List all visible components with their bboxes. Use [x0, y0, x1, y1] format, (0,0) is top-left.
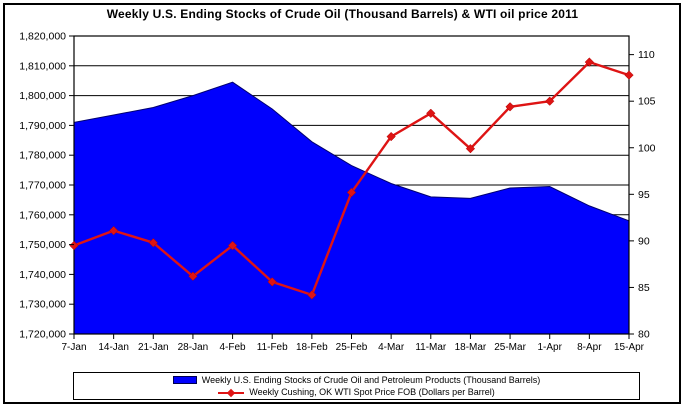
left-axis-label: 1,740,000 [19, 269, 66, 281]
x-axis-label: 25-Feb [336, 342, 368, 353]
left-axis-label: 1,720,000 [19, 329, 66, 341]
left-axis-label: 1,750,000 [19, 239, 66, 251]
legend-label-wti: Weekly Cushing, OK WTI Spot Price FOB (D… [249, 386, 495, 397]
left-axis-label: 1,810,000 [19, 60, 66, 72]
x-axis-label: 21-Jan [138, 342, 169, 353]
x-axis-label: 11-Feb [257, 342, 288, 353]
wti-data-point [69, 240, 79, 251]
wti-data-point [227, 240, 238, 251]
x-axis-label: 11-Mar [415, 342, 447, 353]
x-axis-label: 28-Jan [178, 342, 209, 353]
chart-title: Weekly U.S. Ending Stocks of Crude Oil (… [106, 7, 579, 21]
x-axis-label: 4-Feb [220, 342, 247, 353]
x-axis-label: 14-Jan [98, 342, 129, 353]
wti-data-point [624, 70, 634, 80]
wti-data-point [386, 131, 396, 142]
stocks-area-swatch-icon [172, 376, 197, 384]
wti-data-point [545, 96, 555, 106]
wti-data-point [267, 277, 277, 287]
wti-data-point [148, 238, 158, 248]
left-axis-label: 1,780,000 [19, 150, 66, 162]
left-axis-label: 1,730,000 [19, 299, 66, 311]
right-axis-label: 90 [638, 235, 650, 247]
right-axis-label: 110 [638, 49, 655, 61]
legend: Weekly U.S. Ending Stocks of Crude Oil a… [73, 372, 640, 400]
x-axis-label: 15-Apr [614, 342, 645, 353]
wti-data-point [307, 290, 317, 300]
legend-item-stocks: Weekly U.S. Ending Stocks of Crude Oil a… [172, 374, 541, 386]
right-axis-label: 85 [638, 282, 650, 294]
wti-data-point [188, 271, 198, 281]
wti-diamond-icon [227, 388, 236, 397]
legend-item-wti: Weekly Cushing, OK WTI Spot Price FOB (D… [218, 386, 495, 398]
legend-label-stocks: Weekly U.S. Ending Stocks of Crude Oil a… [201, 374, 541, 385]
wti-data-point [505, 102, 515, 112]
wti-data-point [584, 57, 595, 67]
wti-line-swatch-icon [218, 388, 245, 397]
x-axis-label: 18-Feb [296, 342, 328, 353]
left-axis-label: 1,770,000 [19, 180, 66, 192]
left-axis-label: 1,760,000 [19, 209, 66, 221]
right-axis-label: 80 [638, 329, 650, 341]
x-axis-label: 7-Jan [61, 342, 86, 353]
left-axis-label: 1,800,000 [19, 90, 66, 102]
right-axis-label: 100 [638, 142, 656, 154]
x-axis-label: 1-Apr [537, 342, 562, 353]
x-axis-label: 25-Mar [494, 342, 526, 353]
x-axis-label: 8-Apr [577, 342, 602, 353]
wti-data-point [465, 144, 476, 154]
x-axis-label: 18-Mar [455, 342, 487, 353]
left-axis-label: 1,820,000 [19, 31, 66, 43]
wti-data-point [426, 108, 436, 118]
stocks-area-series [73, 81, 630, 335]
wti-data-point [346, 187, 357, 198]
left-axis-label: 1,790,000 [19, 120, 66, 132]
wti-data-point [108, 225, 119, 236]
right-axis-label: 105 [638, 96, 656, 108]
x-axis-label: 4-Mar [378, 342, 405, 353]
right-axis-label: 95 [638, 189, 650, 201]
